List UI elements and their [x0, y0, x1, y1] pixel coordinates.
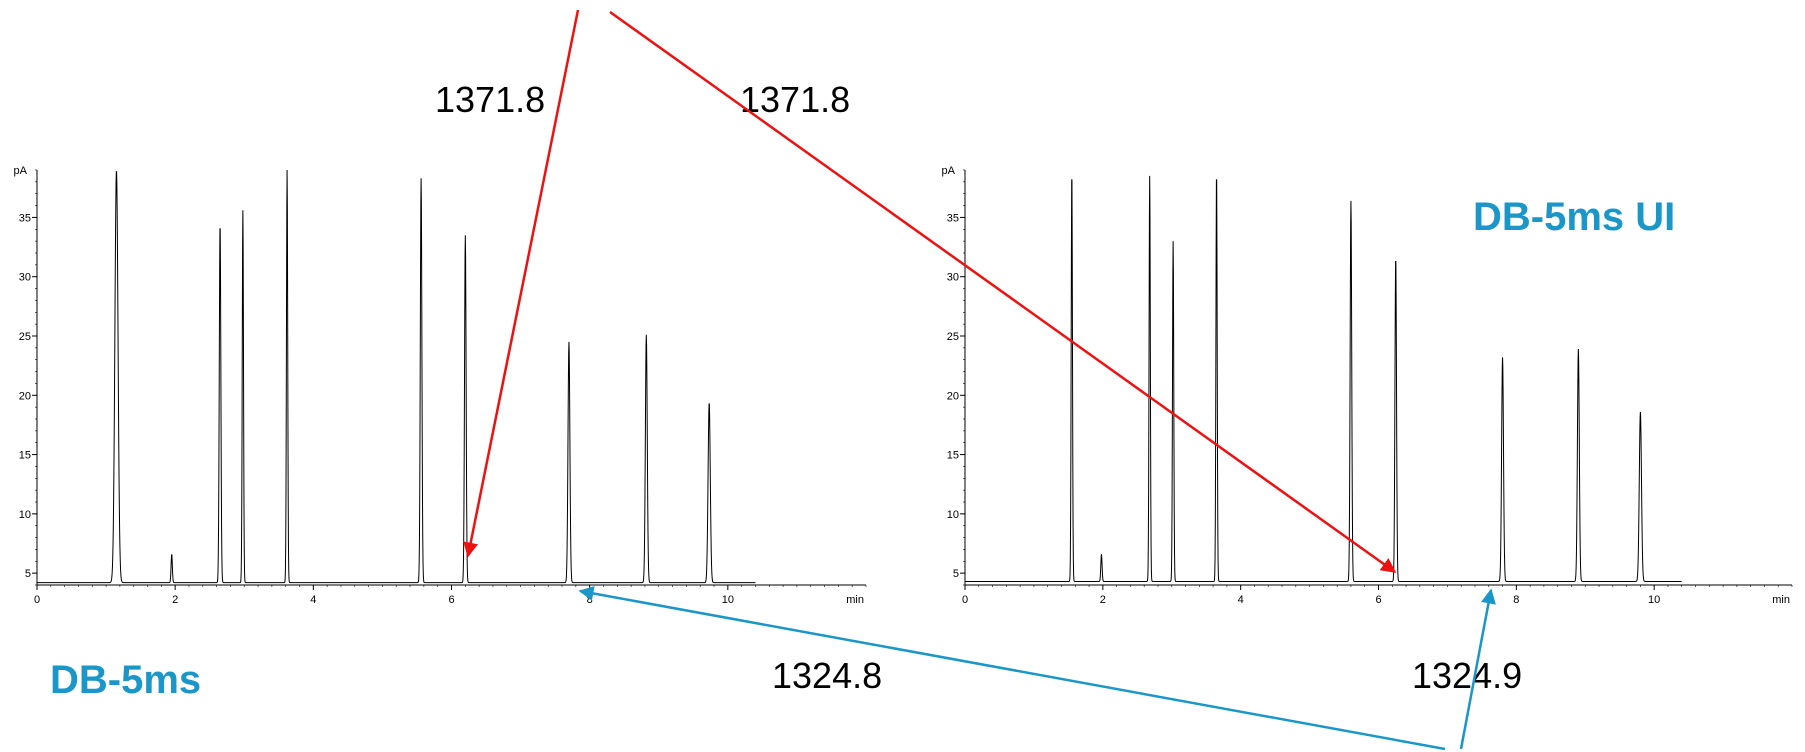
- x-tick-label: 4: [1238, 594, 1244, 606]
- chromatogram-right: 5 10 15 20 25 30 35 0 2 4 6 8 10 pA min: [942, 165, 1793, 606]
- x-tick-label: 0: [962, 594, 968, 606]
- y-tick-label: 5: [25, 568, 31, 580]
- red-arrow-left: [463, 9, 580, 558]
- x-tick-label: 0: [34, 594, 40, 606]
- x-unit-label: min: [846, 594, 864, 606]
- y-tick-label: 30: [19, 272, 31, 284]
- column-title-left: DB-5ms: [50, 658, 201, 702]
- y-tick-label: 35: [19, 212, 31, 224]
- x-tick-label: 2: [1100, 594, 1106, 606]
- red-arrow-right: [609, 10, 1397, 574]
- y-tick-label: 10: [19, 509, 31, 521]
- chromatogram-left: 5 10 15 20 25 30 35 0 2 4 6 8 10 pA min: [14, 165, 867, 606]
- retention-index-left-red: 1371.8: [435, 79, 545, 120]
- x-tick-label: 10: [722, 594, 734, 606]
- column-title-right: DB-5ms UI: [1473, 195, 1675, 239]
- retention-index-left-blue: 1324.8: [772, 655, 882, 696]
- y-tick-label: 30: [947, 272, 959, 284]
- y-tick-label: 5: [953, 568, 959, 580]
- y-tick-label: 20: [19, 390, 31, 402]
- y-tick-label: 25: [947, 331, 959, 343]
- chromatogram-trace: [37, 169, 756, 584]
- x-tick-label: 8: [587, 594, 593, 606]
- x-tick-label: 4: [310, 594, 316, 606]
- blue-arrow-right: [1459, 588, 1496, 750]
- x-tick-label: 8: [1513, 594, 1519, 606]
- chromatogram-trace: [965, 175, 1682, 582]
- y-unit-label: pA: [942, 165, 956, 177]
- y-tick-label: 35: [947, 212, 959, 224]
- retention-index-right-blue: 1324.9: [1412, 655, 1522, 696]
- x-tick-label: 6: [448, 594, 454, 606]
- x-unit-label: min: [1772, 594, 1790, 606]
- y-unit-label: pA: [14, 165, 28, 177]
- y-tick-label: 15: [947, 450, 959, 462]
- retention-index-right-red: 1371.8: [740, 79, 850, 120]
- y-tick-label: 25: [19, 331, 31, 343]
- y-tick-label: 15: [19, 450, 31, 462]
- x-tick-label: 2: [172, 594, 178, 606]
- y-tick-label: 20: [947, 390, 959, 402]
- x-tick-label: 10: [1648, 594, 1660, 606]
- y-tick-label: 10: [947, 509, 959, 521]
- x-tick-label: 6: [1375, 594, 1381, 606]
- blue-arrow-left: [578, 586, 1446, 751]
